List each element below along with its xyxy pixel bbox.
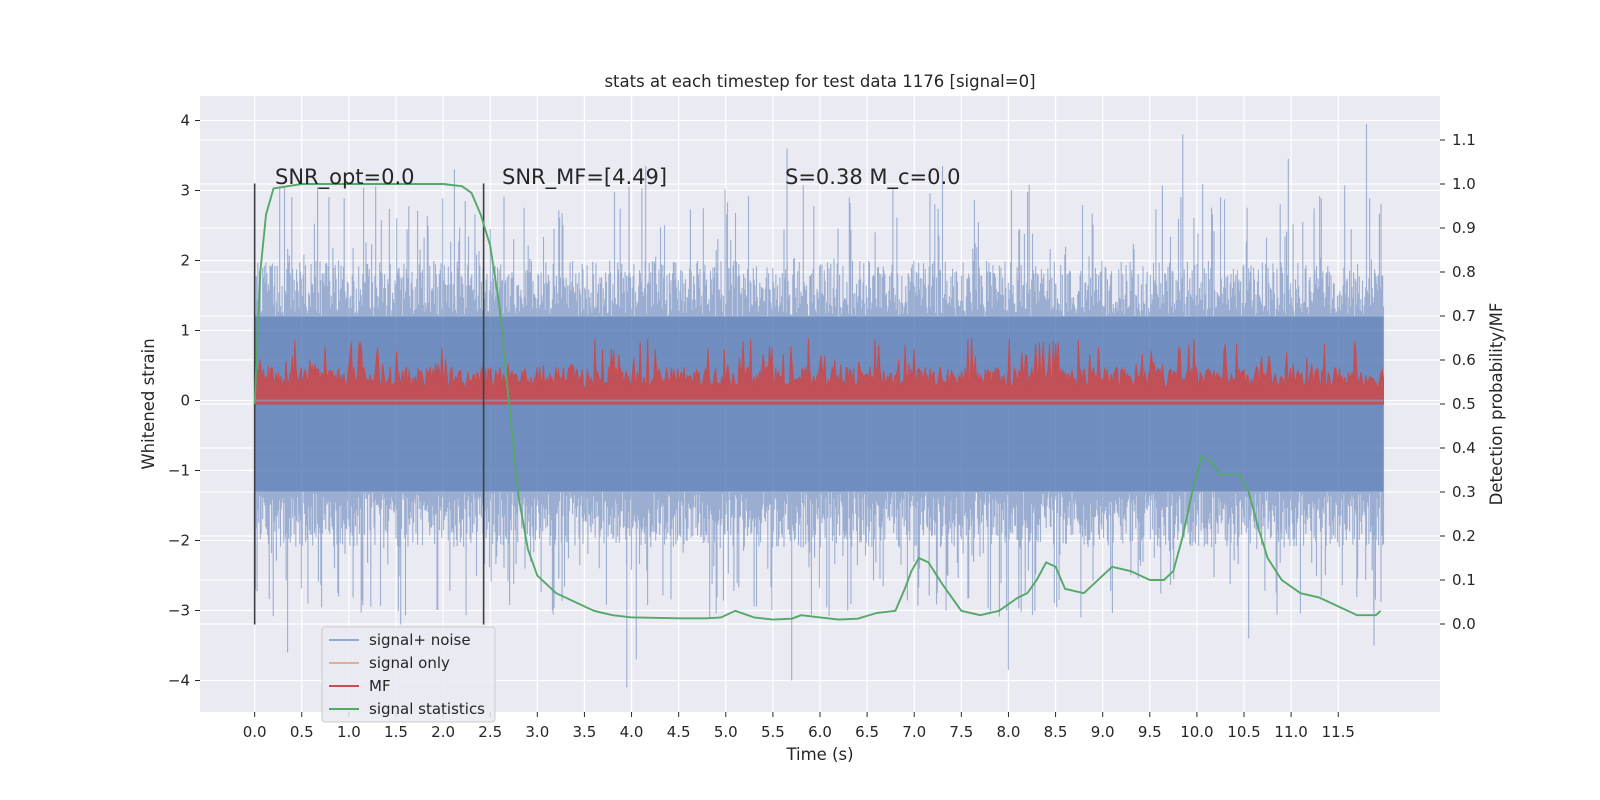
x-tick-label: 7.5 — [949, 723, 973, 741]
legend-label-mf: MF — [369, 677, 391, 695]
y-right-tick-label: 0.0 — [1452, 615, 1476, 633]
x-tick-label: 5.0 — [714, 723, 738, 741]
x-tick-label: 11.0 — [1274, 723, 1307, 741]
x-axis-label: Time (s) — [785, 745, 853, 764]
x-tick-label: 8.5 — [1044, 723, 1068, 741]
x-tick-label: 8.0 — [997, 723, 1021, 741]
x-tick-label: 9.0 — [1091, 723, 1115, 741]
y-right-tick-label: 0.9 — [1452, 219, 1476, 237]
y-axis-left-label: Whitened strain — [139, 338, 158, 469]
y-right-tick-label: 0.6 — [1452, 351, 1476, 369]
y-left-tick-label: −4 — [168, 672, 190, 690]
series-mf — [254, 338, 1384, 405]
y-axis-right-label: Detection probability/MF — [1487, 303, 1506, 506]
x-tick-label: 2.5 — [478, 723, 502, 741]
y-left-tick-label: −1 — [168, 462, 190, 480]
y-right-tick-label: 0.2 — [1452, 527, 1476, 545]
x-tick-label: 0.0 — [243, 723, 267, 741]
y-right-tick-label: 0.8 — [1452, 263, 1476, 281]
legend-label-signal-statistics: signal statistics — [369, 700, 485, 718]
x-tick-label: 5.5 — [761, 723, 785, 741]
x-tick-label: 0.5 — [290, 723, 314, 741]
y-left-tick-label: 1 — [180, 322, 190, 340]
y-left-tick-label: −2 — [168, 532, 190, 550]
y-right-tick-label: 1.1 — [1452, 131, 1476, 149]
y-right-tick-label: 0.3 — [1452, 483, 1476, 501]
annotation-snr-mf: SNR_MF=[4.49] — [502, 165, 667, 190]
y-right-tick-label: 0.4 — [1452, 439, 1476, 457]
x-tick-label: 4.0 — [620, 723, 644, 741]
chart-title: stats at each timestep for test data 117… — [604, 72, 1035, 91]
vertical-markers — [253, 183, 485, 625]
annotation-snr-opt: SNR_opt=0.0 — [275, 165, 415, 190]
x-tick-label: 6.0 — [808, 723, 832, 741]
x-tick-label: 9.5 — [1138, 723, 1162, 741]
x-tick-label: 1.0 — [337, 723, 361, 741]
y-left-tick-label: 2 — [180, 252, 190, 270]
y-left-tick-label: 4 — [180, 112, 190, 130]
x-axis-ticks: 0.0 0.5 1.0 1.5 2.0 2.5 3.0 3.5 4.0 4.5 5.0 5.5 6.0 6… — [243, 712, 1355, 741]
legend-label-signal-only: signal only — [369, 654, 450, 672]
legend: signal+ noise signal only MF signal stat… — [321, 626, 496, 723]
y-right-tick-label: 0.5 — [1452, 395, 1476, 413]
mf-trace — [254, 338, 1384, 405]
x-tick-label: 6.5 — [855, 723, 879, 741]
x-tick-label: 1.5 — [384, 723, 408, 741]
annotations: SNR_opt=0.0 SNR_MF=[4.49] S=0.38 M_c=0.0 — [275, 165, 961, 190]
y-left-tick-label: 0 — [180, 392, 190, 410]
x-tick-label: 4.5 — [667, 723, 691, 741]
signal-statistics-line — [253, 183, 1382, 621]
x-tick-label: 3.0 — [525, 723, 549, 741]
y-left-tick-label: −3 — [168, 602, 190, 620]
y-axis-right-ticks: 0.0 0.1 0.2 0.3 0.4 0.5 0.6 0.7 0.8 0.9 1.0 1.1 — [1440, 131, 1476, 633]
legend-box — [321, 626, 496, 723]
legend-label-noise: signal+ noise — [369, 631, 471, 649]
annotation-s-mc: S=0.38 M_c=0.0 — [785, 165, 961, 190]
x-tick-label: 7.0 — [902, 723, 926, 741]
y-right-tick-label: 1.0 — [1452, 175, 1476, 193]
x-tick-label: 10.0 — [1180, 723, 1213, 741]
series-signal-statistics — [253, 183, 1382, 621]
mf-baseline — [254, 399, 1384, 402]
y-right-tick-label: 0.7 — [1452, 307, 1476, 325]
x-tick-label: 3.5 — [573, 723, 597, 741]
y-axis-left-ticks: −4 −3 −2 −1 0 1 2 3 4 — [168, 112, 200, 690]
x-tick-label: 2.0 — [431, 723, 455, 741]
y-right-tick-label: 0.1 — [1452, 571, 1476, 589]
y-left-tick-label: 3 — [180, 182, 190, 200]
x-tick-label: 10.5 — [1227, 723, 1260, 741]
x-tick-label: 11.5 — [1322, 723, 1355, 741]
